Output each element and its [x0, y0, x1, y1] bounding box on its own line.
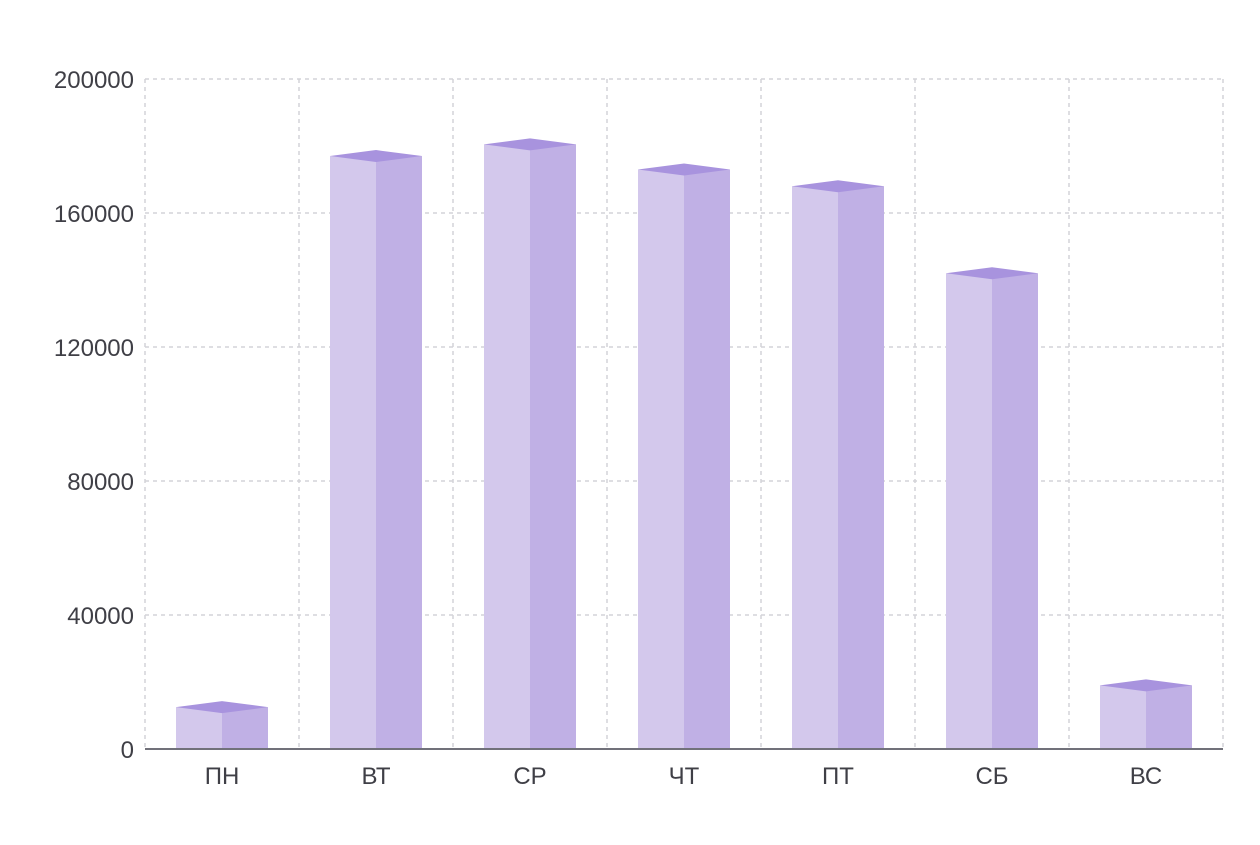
y-tick-label: 200000: [54, 67, 134, 94]
bar-front-face: [176, 707, 222, 749]
y-tick-label: 80000: [67, 469, 134, 496]
bar-front-face: [792, 186, 838, 749]
y-tick-label: 40000: [67, 603, 134, 630]
y-tick-label: 0: [121, 737, 134, 764]
bar-top-face: [176, 701, 268, 714]
x-tick-label: ПТ: [822, 763, 854, 790]
bar-side-face: [1146, 685, 1192, 749]
bars: [176, 138, 1192, 750]
bar-side-face: [530, 144, 576, 749]
bar-ВТ: [330, 150, 422, 750]
bar-front-face: [484, 144, 530, 749]
x-tick-label: ЧТ: [669, 763, 700, 790]
bar-front-face: [1100, 685, 1146, 749]
bar-side-face: [838, 186, 884, 749]
bar-top-face: [792, 180, 884, 193]
x-tick-label: СР: [513, 763, 546, 790]
x-tick-label: ПН: [205, 763, 240, 790]
y-tick-label: 160000: [54, 201, 134, 228]
bar-side-face: [992, 273, 1038, 749]
x-tick-label: ВТ: [361, 763, 390, 790]
x-tick-label: ВС: [1130, 763, 1163, 790]
bar-top-face: [638, 163, 730, 176]
bar-front-face: [946, 273, 992, 749]
bar-front-face: [638, 169, 684, 749]
bar-front-face: [330, 156, 376, 750]
bar-top-face: [484, 138, 576, 151]
bar-side-face: [222, 707, 268, 749]
y-tick-labels: 0 40000 80000 120000 160000 200000: [54, 67, 134, 764]
bar-СБ: [946, 267, 1038, 749]
bar-top-face: [1100, 679, 1192, 692]
bar-top-face: [330, 150, 422, 163]
bar-side-face: [376, 156, 422, 750]
y-tick-label: 120000: [54, 335, 134, 362]
bar-ЧТ: [638, 163, 730, 749]
bar-ПТ: [792, 180, 884, 749]
bar-ПН: [176, 701, 268, 749]
bar-side-face: [684, 169, 730, 749]
bar-ВС: [1100, 679, 1192, 749]
bar-top-face: [946, 267, 1038, 280]
x-tick-labels: ПН ВТ СР ЧТ ПТ СБ ВС: [205, 763, 1163, 790]
bar-СР: [484, 138, 576, 749]
x-tick-label: СБ: [975, 763, 1008, 790]
